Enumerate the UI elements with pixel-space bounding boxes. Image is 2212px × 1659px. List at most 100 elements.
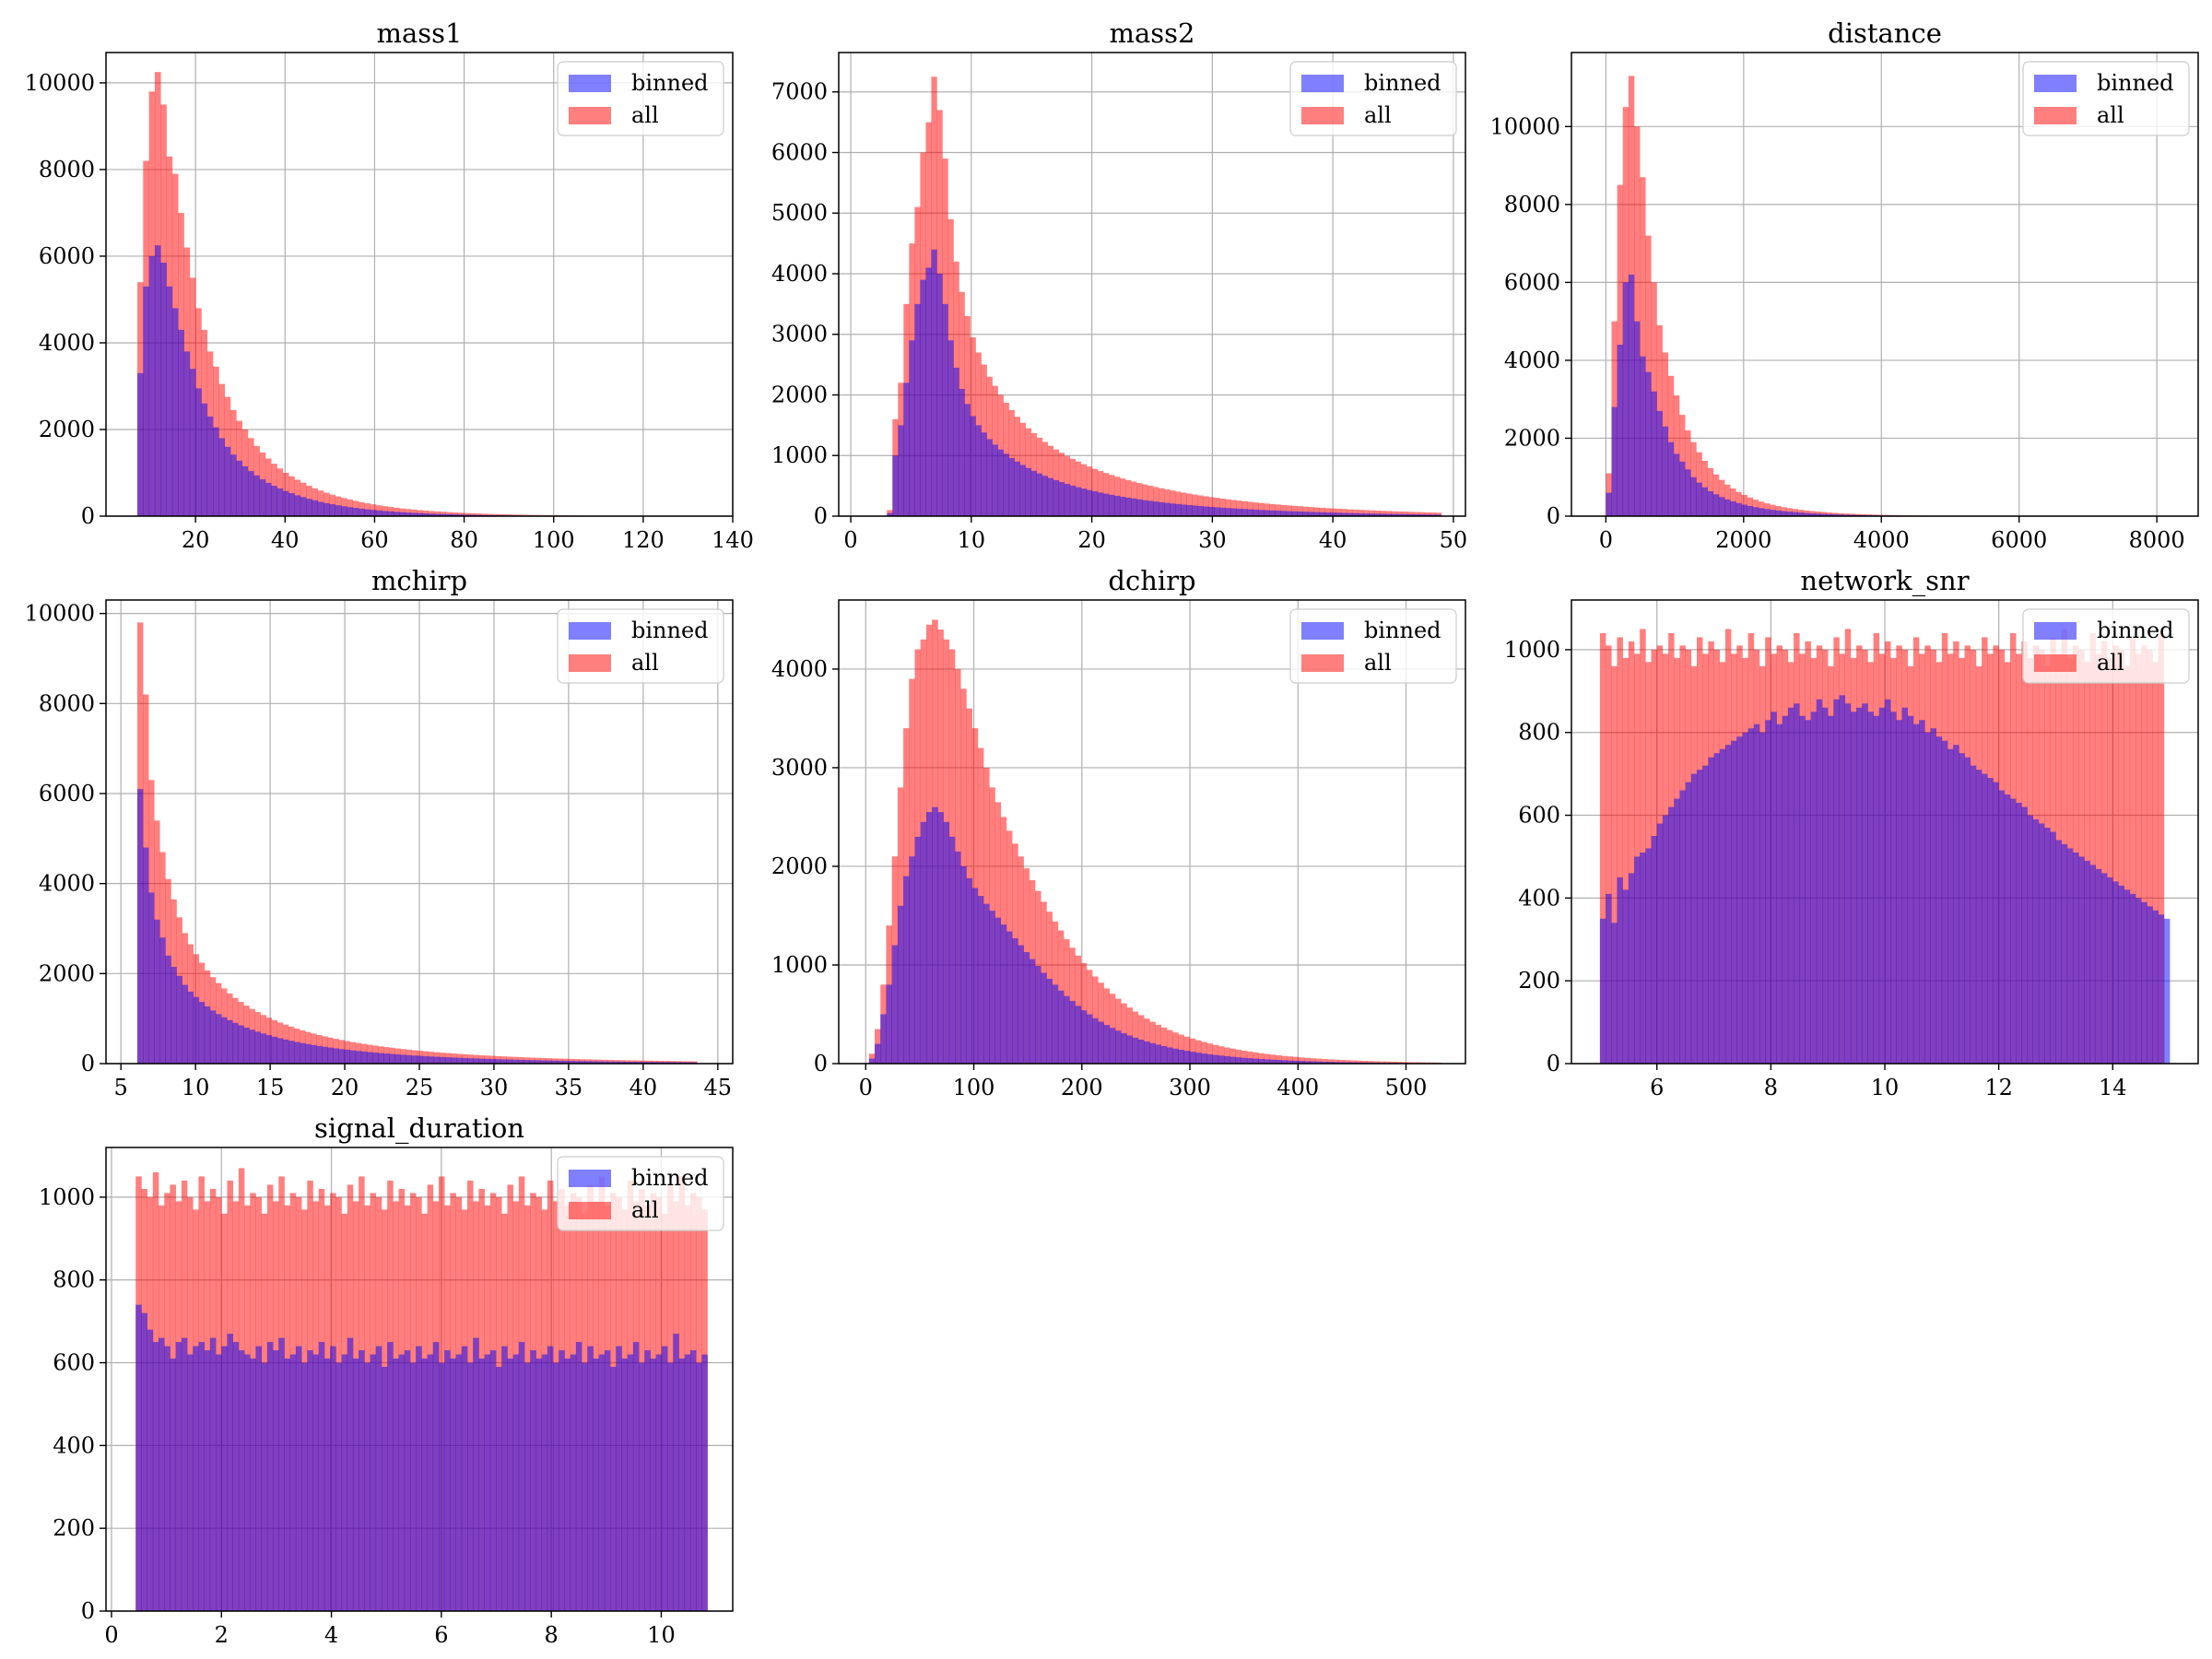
binned-bar: [1091, 491, 1099, 516]
binned-bar: [393, 1359, 399, 1611]
binned-bar: [684, 1354, 691, 1611]
binned-bar: [1075, 1006, 1082, 1064]
binned-bar: [546, 1060, 552, 1064]
x-tick-label: 6000: [1991, 527, 2047, 553]
binned-bar: [360, 1051, 368, 1064]
all-bar: [1160, 1027, 1168, 1064]
y-tick-label: 0: [814, 503, 828, 529]
binned-bar: [1640, 852, 1646, 1064]
binned-bar: [501, 1346, 508, 1611]
legend-label-binned: binned: [1364, 70, 1441, 96]
binned-bar: [701, 1354, 708, 1611]
binned-bar: [1230, 1056, 1236, 1064]
all-bar: [1281, 1055, 1288, 1064]
legend-label-all: all: [631, 650, 659, 676]
y-tick-label: 600: [53, 1350, 95, 1376]
binned-bar: [892, 455, 899, 516]
subplot-title: mass2: [1109, 18, 1194, 49]
binned-bar: [432, 1342, 440, 1611]
x-tick-label: 35: [555, 1075, 583, 1100]
all-bar: [1224, 1047, 1230, 1064]
binned-bar: [335, 1362, 342, 1611]
binned-bar: [445, 513, 453, 516]
all-bar: [1344, 1060, 1351, 1064]
x-tick-label: 20: [182, 527, 210, 553]
all-bar: [1361, 1061, 1368, 1064]
all-bar: [1225, 499, 1231, 516]
y-tick-label: 0: [814, 1051, 828, 1077]
binned-bar: [333, 1048, 339, 1064]
binned-bar: [1164, 502, 1171, 516]
binned-bar: [193, 1346, 199, 1611]
binned-bar: [1622, 889, 1630, 1064]
binned-bar: [2163, 918, 2171, 1064]
all-bar: [1235, 1049, 1242, 1064]
x-tick-label: 60: [360, 527, 389, 553]
binned-bar: [265, 482, 272, 516]
binned-bar: [1936, 736, 1943, 1064]
y-tick-label: 6000: [39, 243, 95, 269]
y-tick-label: 5000: [771, 200, 828, 226]
binned-bar: [295, 1346, 302, 1611]
binned-bar: [427, 1354, 434, 1611]
binned-bar: [1136, 499, 1143, 516]
all-bar: [1246, 1051, 1253, 1064]
binned-bar: [590, 1061, 597, 1064]
y-tick-label: 7000: [771, 79, 828, 105]
y-tick-label: 3000: [771, 755, 828, 781]
all-bar: [1287, 1056, 1293, 1064]
binned-bar: [221, 1017, 228, 1064]
binned-bar: [330, 1346, 336, 1611]
x-tick-label: 15: [256, 1075, 285, 1100]
binned-bar: [1763, 509, 1771, 516]
legend: binned all: [557, 61, 724, 136]
binned-bar: [421, 1359, 428, 1611]
binned-bar: [444, 1057, 452, 1064]
binned-bar: [352, 508, 359, 516]
legend-label-binned: binned: [631, 618, 709, 643]
binned-bar: [159, 937, 166, 1064]
binned-bar: [1212, 1054, 1219, 1064]
binned-bar: [1292, 1060, 1300, 1064]
binned-bar: [370, 1354, 377, 1611]
binned-bar: [195, 388, 202, 516]
binned-bar: [632, 1342, 640, 1611]
binned-bar: [1053, 479, 1060, 516]
binned-bar: [1781, 511, 1787, 516]
legend: binned all: [557, 1156, 724, 1231]
binned-bar: [1130, 498, 1137, 516]
binned-bar: [1132, 1037, 1139, 1064]
y-tick-label: 6000: [1504, 269, 1560, 295]
subplot-mchirp: 5 10 15 20 25 30 35 40 45 0 2000 4000 6000 8000 10000 m…: [25, 565, 734, 1100]
binned-bar: [1810, 712, 1818, 1064]
x-tick-label: 8: [545, 1622, 559, 1648]
binned-bar: [1326, 1062, 1334, 1064]
binned-bar: [1206, 1053, 1213, 1064]
all-bar: [1258, 502, 1265, 516]
binned-bar: [1335, 512, 1342, 516]
binned-bar: [1867, 712, 1874, 1064]
all-bar: [1372, 1061, 1380, 1064]
binned-bar: [1797, 512, 1805, 516]
binned-bar: [135, 1304, 142, 1611]
binned-bar: [1833, 699, 1840, 1064]
legend-swatch-all: [1301, 107, 1344, 124]
binned-bar: [1159, 501, 1165, 516]
subplot-signal-duration: 0 2 4 6 8 10 0 200 400 600 800 1000 signal_durationb…: [39, 1112, 734, 1648]
y-tick-label: 10000: [1490, 113, 1560, 139]
binned-bar: [1770, 510, 1776, 516]
binned-bar: [887, 512, 893, 516]
all-bar: [468, 512, 476, 516]
binned-bar: [193, 996, 200, 1064]
binned-bar: [2084, 860, 2090, 1064]
binned-bar: [568, 1061, 574, 1064]
binned-bar: [1907, 715, 1914, 1064]
all-bar: [475, 513, 481, 516]
all-bar: [492, 513, 499, 516]
binned-bar: [198, 1342, 205, 1611]
binned-bar: [1030, 470, 1038, 516]
binned-bar: [618, 1061, 625, 1064]
binned-bar: [875, 1043, 881, 1064]
binned-bar: [1662, 815, 1669, 1064]
y-tick-label: 1000: [771, 442, 828, 468]
